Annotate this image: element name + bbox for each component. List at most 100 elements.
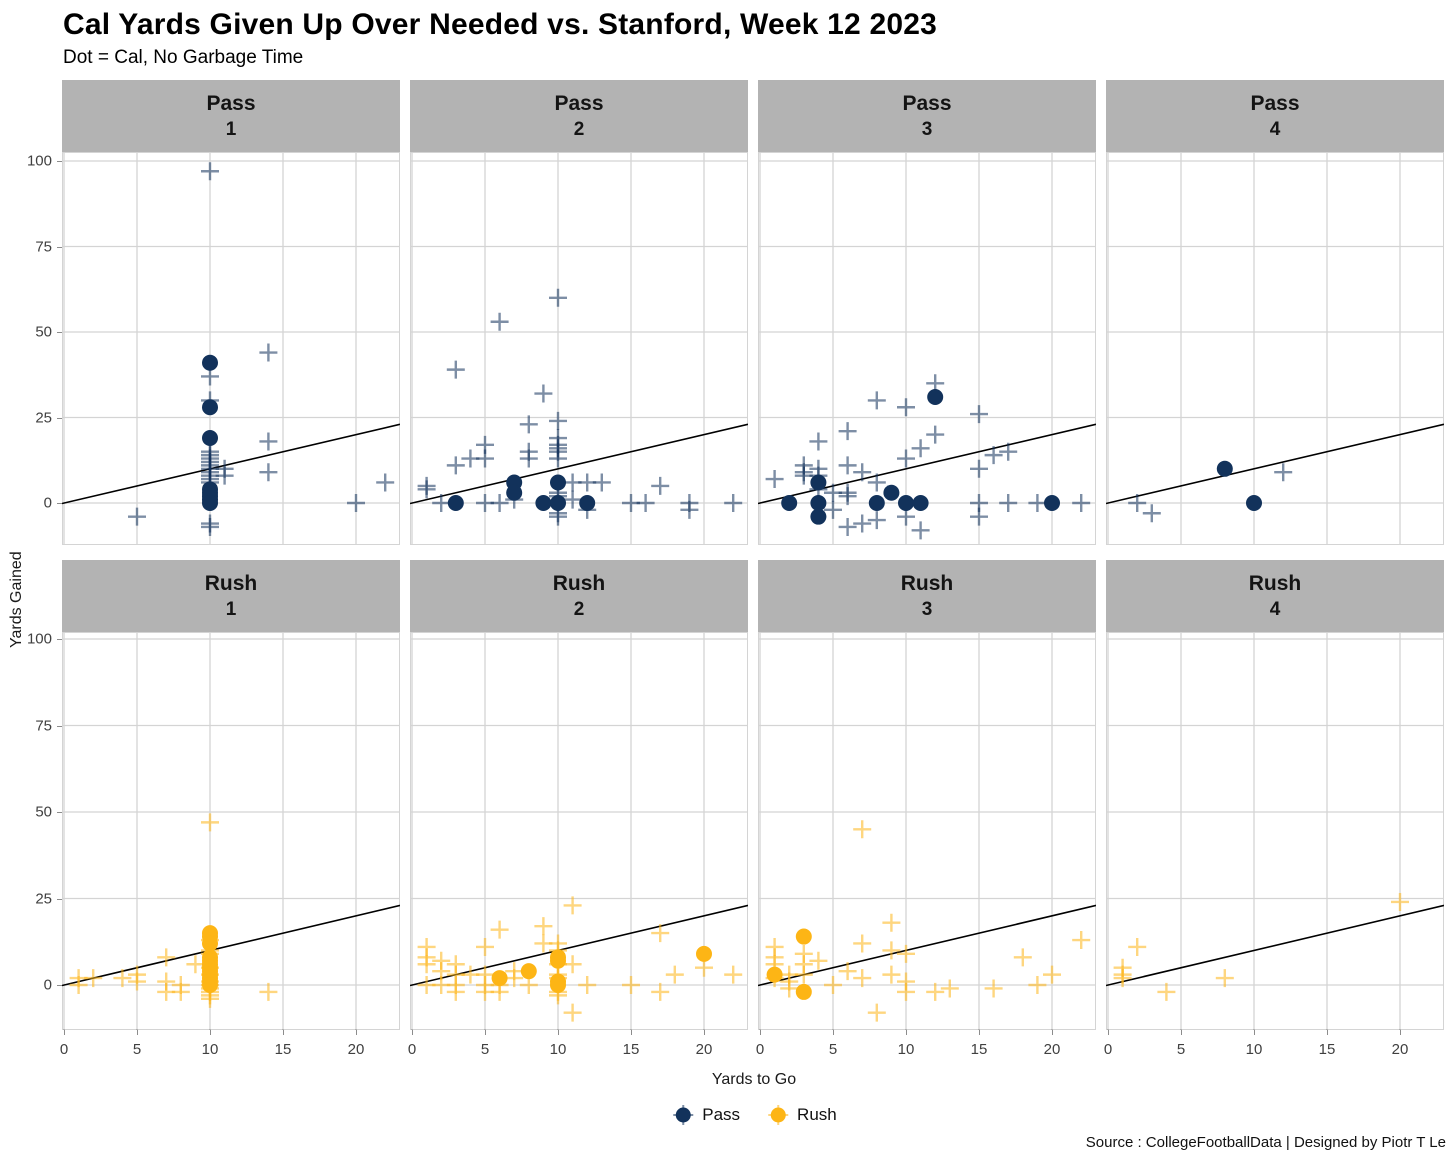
data-point-dot [550, 977, 566, 993]
reference-line-y-equals-x [410, 904, 748, 987]
data-point-cross [853, 820, 872, 839]
facet-strip-down-label: 2 [573, 119, 585, 141]
data-point-cross [853, 463, 872, 482]
data-point-dot [927, 388, 944, 405]
data-point-cross [724, 494, 743, 512]
data-point-cross [911, 439, 930, 458]
y-axis-tick [57, 985, 62, 986]
facet-panel-rush-1 [62, 632, 400, 1030]
data-point-cross [853, 969, 872, 988]
facet-strip-pass-1: Pass 1 [62, 80, 400, 152]
data-point-cross [578, 976, 597, 994]
data-point-cross [417, 955, 436, 974]
data-point-cross [490, 312, 509, 331]
facet-strip-down-label: 2 [573, 599, 585, 621]
x-axis-tick-label: 15 [622, 1041, 640, 1058]
chart-title: Cal Yards Given Up Over Needed vs. Stanf… [63, 8, 938, 41]
data-point-dot [810, 474, 827, 491]
facet-strip-down-label: 1 [225, 599, 237, 621]
data-point-cross [984, 446, 1003, 465]
facet-strip-row-label: Rush [204, 571, 258, 595]
facet-panel-pass-2 [410, 152, 748, 545]
reference-line-y-equals-x [62, 423, 400, 505]
x-axis-tick-label: 10 [1245, 1041, 1263, 1058]
data-point-cross [490, 494, 509, 512]
data-point-cross [1274, 463, 1293, 482]
y-axis-tick-label: 0 [43, 976, 52, 994]
reference-line-y-equals-x [1106, 423, 1444, 505]
data-point-dot [550, 474, 566, 491]
data-point-dot [1216, 460, 1233, 477]
x-axis-tick-label: 15 [970, 1041, 988, 1058]
data-point-cross [432, 976, 451, 994]
data-point-dot [491, 970, 508, 987]
x-axis-tick-label: 20 [695, 1041, 713, 1058]
data-point-cross [563, 1003, 582, 1022]
facet-strip-row-label: Pass [554, 91, 604, 115]
x-axis-tick-label: 20 [347, 1041, 365, 1058]
y-axis-tick-label: 50 [35, 323, 52, 341]
data-point-cross [1043, 965, 1061, 984]
data-point-dot [696, 945, 712, 962]
x-axis-tick-label: 10 [201, 1041, 219, 1058]
data-point-cross [897, 982, 915, 1001]
y-axis-tick-label: 25 [35, 890, 52, 907]
data-point-cross [1113, 969, 1132, 988]
data-point-dot [520, 963, 537, 980]
data-point-dot [1044, 495, 1060, 511]
y-axis-title: Yards Gained [8, 551, 25, 648]
data-point-cross [259, 432, 278, 451]
data-point-cross [838, 456, 857, 475]
data-point-cross [1028, 494, 1047, 512]
data-point-cross [867, 391, 886, 410]
data-point-cross [824, 976, 842, 994]
data-point-cross [636, 494, 655, 512]
data-point-cross [999, 442, 1018, 461]
x-axis-tick-label: 5 [132, 1041, 142, 1058]
data-point-cross [505, 969, 524, 988]
facet-strip-pass-2: Pass 2 [410, 80, 748, 152]
data-point-cross [824, 483, 842, 502]
data-point-cross [201, 813, 219, 832]
data-point-dot [766, 966, 783, 983]
data-point-dot [506, 484, 523, 501]
x-axis-tick-label: 5 [828, 1041, 838, 1058]
rush-legend-key-icon [768, 1105, 789, 1125]
facet-panel-rush-2 [410, 632, 748, 1030]
data-point-cross [622, 976, 640, 994]
data-point-cross [724, 965, 743, 984]
y-axis-tick [57, 503, 62, 504]
data-point-cross [549, 411, 567, 430]
x-axis-tick-label: 5 [480, 1041, 490, 1058]
data-point-dot [898, 495, 914, 511]
facet-panel-pass-1 [62, 152, 400, 545]
data-point-dot [202, 354, 218, 371]
data-point-cross [476, 937, 494, 956]
data-point-cross [446, 982, 465, 1001]
data-point-dot [579, 495, 596, 511]
data-point-cross [1391, 892, 1409, 911]
data-point-cross [897, 449, 915, 468]
y-axis-tick [57, 725, 62, 727]
data-point-cross [984, 979, 1003, 998]
data-point-cross [651, 924, 670, 943]
facet-panel-pass-4 [1106, 152, 1444, 545]
legend-item-pass: Pass [671, 1103, 740, 1127]
reference-line-y-equals-x [1106, 904, 1444, 987]
data-point-cross [446, 456, 465, 475]
y-axis-tick-label: 0 [43, 494, 52, 512]
facet-strip-row-label: Rush [900, 571, 954, 595]
data-point-cross [970, 459, 988, 478]
data-point-cross [549, 449, 567, 468]
data-point-cross [867, 1003, 886, 1022]
facet-strip-row-label: Pass [206, 91, 256, 115]
y-axis-tick-label: 50 [35, 803, 52, 821]
x-axis-tick [485, 1030, 486, 1035]
data-point-cross [1157, 982, 1176, 1001]
data-point-cross [84, 969, 103, 988]
data-point-dot [868, 495, 885, 511]
data-point-cross [259, 343, 278, 362]
data-point-cross [838, 422, 857, 441]
facet-strip-pass-3: Pass 3 [758, 80, 1096, 152]
data-point-cross [809, 951, 828, 970]
